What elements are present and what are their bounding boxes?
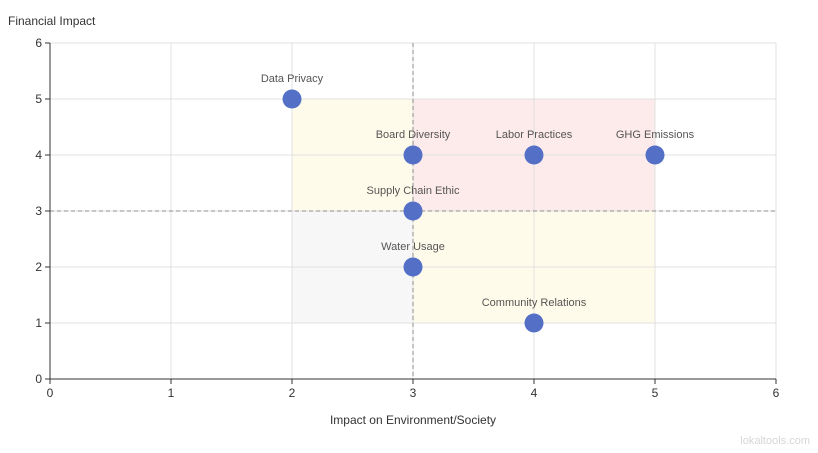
point-data-privacy bbox=[282, 89, 302, 109]
y-tick-label: 3 bbox=[35, 204, 42, 218]
point-supply-chain-ethic bbox=[403, 201, 423, 221]
x-axis-title: Impact on Environment/Society bbox=[330, 413, 496, 427]
x-tick-label: 5 bbox=[652, 386, 659, 400]
point-labor-practices bbox=[524, 145, 544, 165]
point-label-community-relations: Community Relations bbox=[482, 297, 587, 309]
y-tick-label: 4 bbox=[35, 148, 42, 162]
y-tick-label: 5 bbox=[35, 92, 42, 106]
point-community-relations bbox=[524, 313, 544, 333]
point-label-board-diversity: Board Diversity bbox=[376, 129, 451, 141]
point-ghg-emissions bbox=[645, 145, 665, 165]
y-tick-label: 1 bbox=[35, 316, 42, 330]
point-label-ghg-emissions: GHG Emissions bbox=[616, 129, 695, 141]
y-tick-label: 6 bbox=[35, 36, 42, 50]
point-label-data-privacy: Data Privacy bbox=[261, 73, 324, 85]
point-board-diversity bbox=[403, 145, 423, 165]
x-tick-label: 3 bbox=[410, 386, 417, 400]
y-axis-title: Financial Impact bbox=[8, 14, 96, 28]
y-tick-label: 2 bbox=[35, 260, 42, 274]
x-tick-label: 0 bbox=[47, 386, 54, 400]
data-points: Data Privacy Board Diversity Labor Practic… bbox=[261, 73, 695, 333]
point-label-labor-practices: Labor Practices bbox=[496, 129, 573, 141]
axes: 0 1 2 3 4 5 6 0 1 2 3 4 5 6 bbox=[35, 36, 779, 400]
x-tick-label: 6 bbox=[773, 386, 780, 400]
x-tick-label: 2 bbox=[289, 386, 296, 400]
y-tick-label: 0 bbox=[35, 372, 42, 386]
point-label-supply-chain-ethic: Supply Chain Ethic bbox=[367, 185, 460, 197]
point-water-usage bbox=[403, 257, 423, 277]
x-tick-label: 1 bbox=[168, 386, 175, 400]
x-tick-label: 4 bbox=[531, 386, 538, 400]
point-label-water-usage: Water Usage bbox=[381, 241, 445, 253]
watermark: lokaltools.com bbox=[740, 435, 810, 447]
